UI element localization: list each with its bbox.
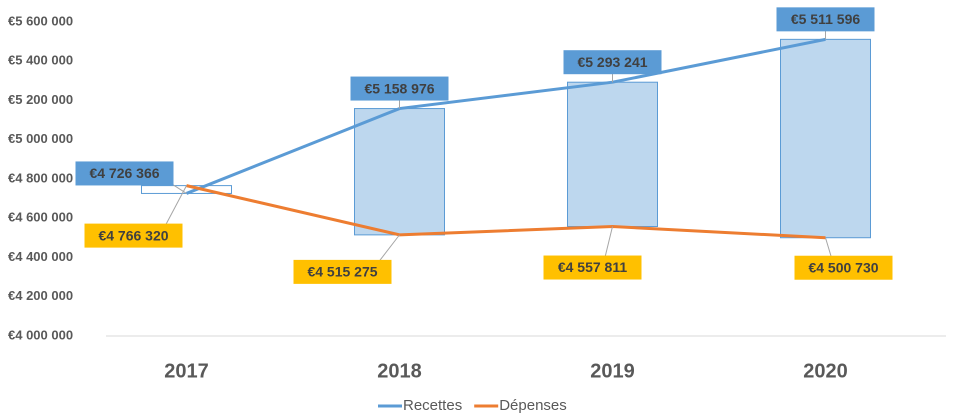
y-tick-label: €4 400 000 bbox=[8, 249, 73, 264]
legend-label: Dépenses bbox=[499, 397, 567, 414]
y-tick-label: €5 000 000 bbox=[8, 131, 73, 146]
series-line bbox=[186, 184, 826, 240]
label-box bbox=[75, 161, 174, 186]
label-box bbox=[776, 7, 875, 32]
y-tick-label: €5 400 000 bbox=[8, 53, 73, 68]
label-box bbox=[563, 50, 662, 75]
data-label: €5 293 241 bbox=[577, 54, 647, 70]
y-tick-label: €4 200 000 bbox=[8, 288, 73, 303]
label-box bbox=[293, 259, 392, 284]
data-label: €4 766 320 bbox=[98, 227, 168, 243]
data-label: €4 557 811 bbox=[558, 259, 628, 275]
data-label: €5 158 976 bbox=[364, 80, 434, 96]
x-tick-label: 2017 bbox=[164, 360, 209, 382]
y-tick-label: €5 600 000 bbox=[8, 13, 73, 28]
label-box bbox=[350, 76, 449, 101]
data-label: €5 511 596 bbox=[791, 11, 861, 27]
data-label: €4 500 730 bbox=[808, 259, 878, 275]
x-tick-label: 2018 bbox=[377, 360, 422, 382]
data-label: €4 726 366 bbox=[89, 165, 159, 181]
data-label: €4 515 275 bbox=[307, 264, 377, 280]
label-box bbox=[84, 223, 183, 248]
label-box bbox=[543, 255, 642, 280]
legend-label: Recettes bbox=[403, 397, 462, 414]
y-tick-label: €4 800 000 bbox=[8, 170, 73, 185]
x-tick-label: 2019 bbox=[590, 360, 635, 382]
up-down-bar bbox=[567, 81, 658, 228]
label-box bbox=[794, 255, 893, 280]
x-tick-label: 2020 bbox=[803, 360, 848, 382]
y-tick-label: €5 200 000 bbox=[8, 92, 73, 107]
up-down-bar bbox=[354, 108, 445, 236]
y-tick-label: €4 000 000 bbox=[8, 327, 73, 342]
up-down-bar bbox=[780, 38, 871, 239]
y-tick-label: €4 600 000 bbox=[8, 210, 73, 225]
series-line bbox=[185, 37, 826, 195]
